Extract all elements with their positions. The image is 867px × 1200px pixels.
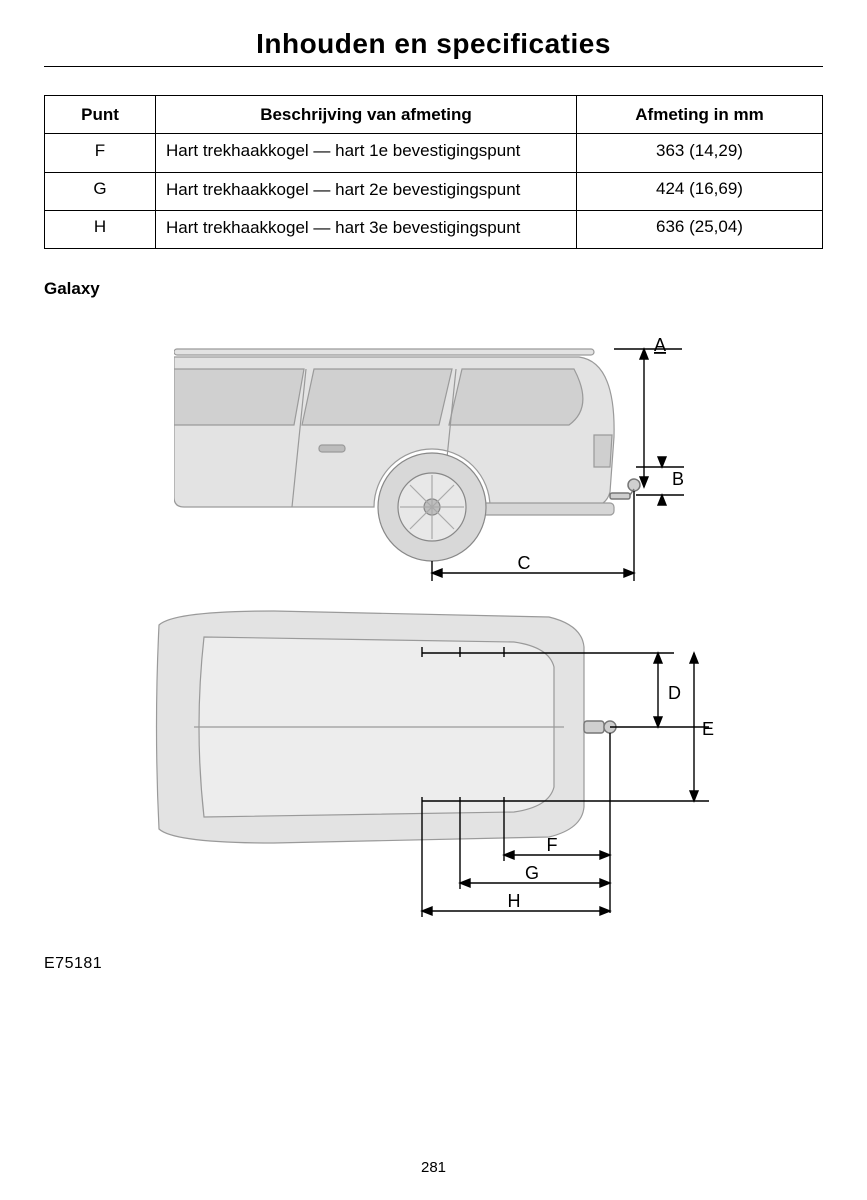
table-row: H Hart trekhaakkogel — hart 3e bevestigi… [45,210,823,248]
table-row: F Hart trekhaakkogel — hart 1e bevestigi… [45,134,823,172]
cell-punt: F [45,134,156,172]
page-number: 281 [0,1159,867,1176]
dim-label-D: D [668,683,681,703]
dim-label-F: F [546,835,557,855]
cell-desc: Hart trekhaakkogel — hart 1e bevestiging… [156,134,577,172]
cell-desc: Hart trekhaakkogel — hart 2e bevestiging… [156,172,577,210]
cell-desc: Hart trekhaakkogel — hart 3e bevestiging… [156,210,577,248]
cell-punt: H [45,210,156,248]
dim-label-A: A [654,335,666,355]
title-rule [44,66,823,67]
dim-label-E: E [702,719,714,739]
vehicle-top-view-diagram: D E F [154,607,714,927]
col-header-punt: Punt [45,96,156,134]
vehicle-side-view-diagram: A B C [174,317,694,597]
table-row: G Hart trekhaakkogel — hart 2e bevestigi… [45,172,823,210]
dim-label-H: H [507,891,520,911]
col-header-desc: Beschrijving van afmeting [156,96,577,134]
cell-punt: G [45,172,156,210]
section-label-galaxy: Galaxy [44,279,823,299]
dim-label-C: C [517,553,530,573]
dim-label-G: G [524,863,538,883]
dimensions-table: Punt Beschrijving van afmeting Afmeting … [44,95,823,249]
page-title: Inhouden en specificaties [44,28,823,60]
dim-label-B: B [672,469,684,489]
cell-dim: 424 (16,69) [577,172,823,210]
figure-id: E75181 [44,955,102,973]
cell-dim: 636 (25,04) [577,210,823,248]
cell-dim: 363 (14,29) [577,134,823,172]
col-header-dim: Afmeting in mm [577,96,823,134]
